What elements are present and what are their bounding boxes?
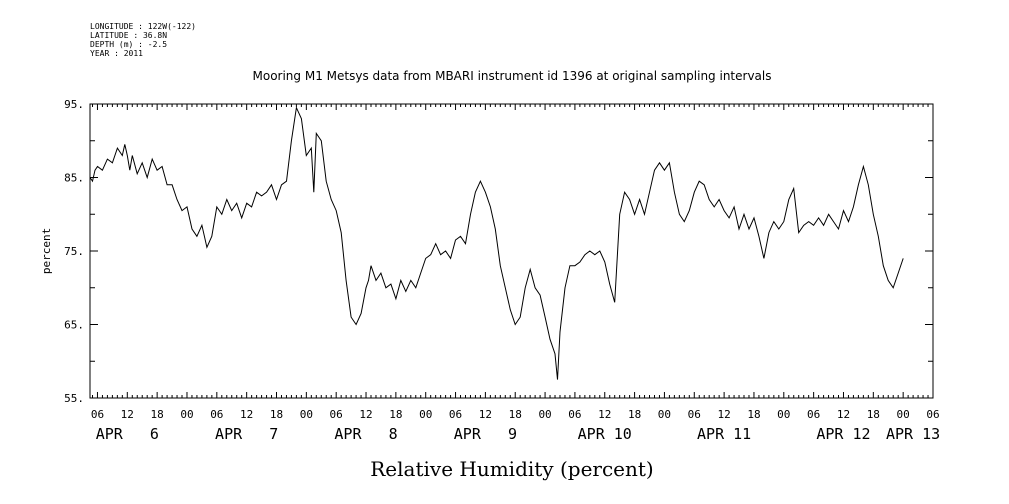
x-tick-label: 12	[717, 408, 730, 421]
x-tick-label: 06	[807, 408, 820, 421]
x-day-label: APR 8	[334, 425, 397, 443]
x-tick-label: 00	[897, 408, 910, 421]
x-tick-label: 06	[330, 408, 343, 421]
metadata-block: LONGITUDE : 122W(-122) LATITUDE : 36.8N …	[90, 22, 196, 58]
series-layer	[89, 105, 904, 380]
x-tick-label: 12	[121, 408, 134, 421]
y-axis-label: percent	[40, 228, 53, 274]
x-tick-label: 06	[926, 408, 939, 421]
x-tick-label: 18	[628, 408, 641, 421]
x-tick-label: 18	[389, 408, 402, 421]
x-tick-label: 12	[359, 408, 372, 421]
x-day-label: APR 9	[454, 425, 517, 443]
x-tick-label: 06	[688, 408, 701, 421]
x-tick-label: 18	[867, 408, 880, 421]
x-tick-label: 06	[568, 408, 581, 421]
x-tick-label: 00	[419, 408, 432, 421]
x-tick-label: 00	[538, 408, 551, 421]
x-tick-label: 18	[509, 408, 522, 421]
y-tick-label: 85.	[64, 172, 84, 185]
x-day-label: APR 11	[697, 425, 751, 443]
y-tick-label: 75.	[64, 245, 84, 258]
x-tick-label: 12	[837, 408, 850, 421]
x-day-label: APR 6	[96, 425, 159, 443]
x-tick-label: 12	[598, 408, 611, 421]
depth-label: DEPTH (m) : -2.5	[90, 40, 168, 49]
x-tick-label: 12	[479, 408, 492, 421]
latitude-label: LATITUDE : 36.8N	[90, 31, 168, 40]
x-tick-label: 18	[270, 408, 283, 421]
x-day-label: APR 13	[886, 425, 940, 443]
x-tick-label: 06	[91, 408, 104, 421]
x-tick-label: 06	[210, 408, 223, 421]
x-tick-label: 06	[449, 408, 462, 421]
x-tick-label: 00	[300, 408, 313, 421]
x-tick-label: 00	[180, 408, 193, 421]
x-tick-label: 12	[240, 408, 253, 421]
x-tick-label: 00	[658, 408, 671, 421]
y-tick-label: 55.	[64, 392, 84, 405]
plot-frame	[89, 103, 934, 399]
x-tick-label: 00	[777, 408, 790, 421]
axes-layer: 06 12 18 00 06 12 18 00 06 12 18 00 06 12 18 00 06 12 18 00…	[64, 98, 940, 443]
y-tick-label: 95.	[64, 98, 84, 111]
longitude-label: LONGITUDE : 122W(-122)	[90, 22, 196, 31]
x-day-label: APR 7	[215, 425, 278, 443]
x-day-label: APR 10	[578, 425, 632, 443]
x-day-label: APR 12	[816, 425, 870, 443]
chart-title: Mooring M1 Metsys data from MBARI instru…	[253, 69, 772, 83]
year-label: YEAR : 2011	[90, 49, 143, 58]
x-tick-label: 18	[151, 408, 164, 421]
y-tick-label: 65.	[64, 319, 84, 332]
x-tick-label: 18	[747, 408, 760, 421]
x-axis-label: Relative Humidity (percent)	[370, 457, 653, 481]
series-line	[89, 105, 904, 380]
